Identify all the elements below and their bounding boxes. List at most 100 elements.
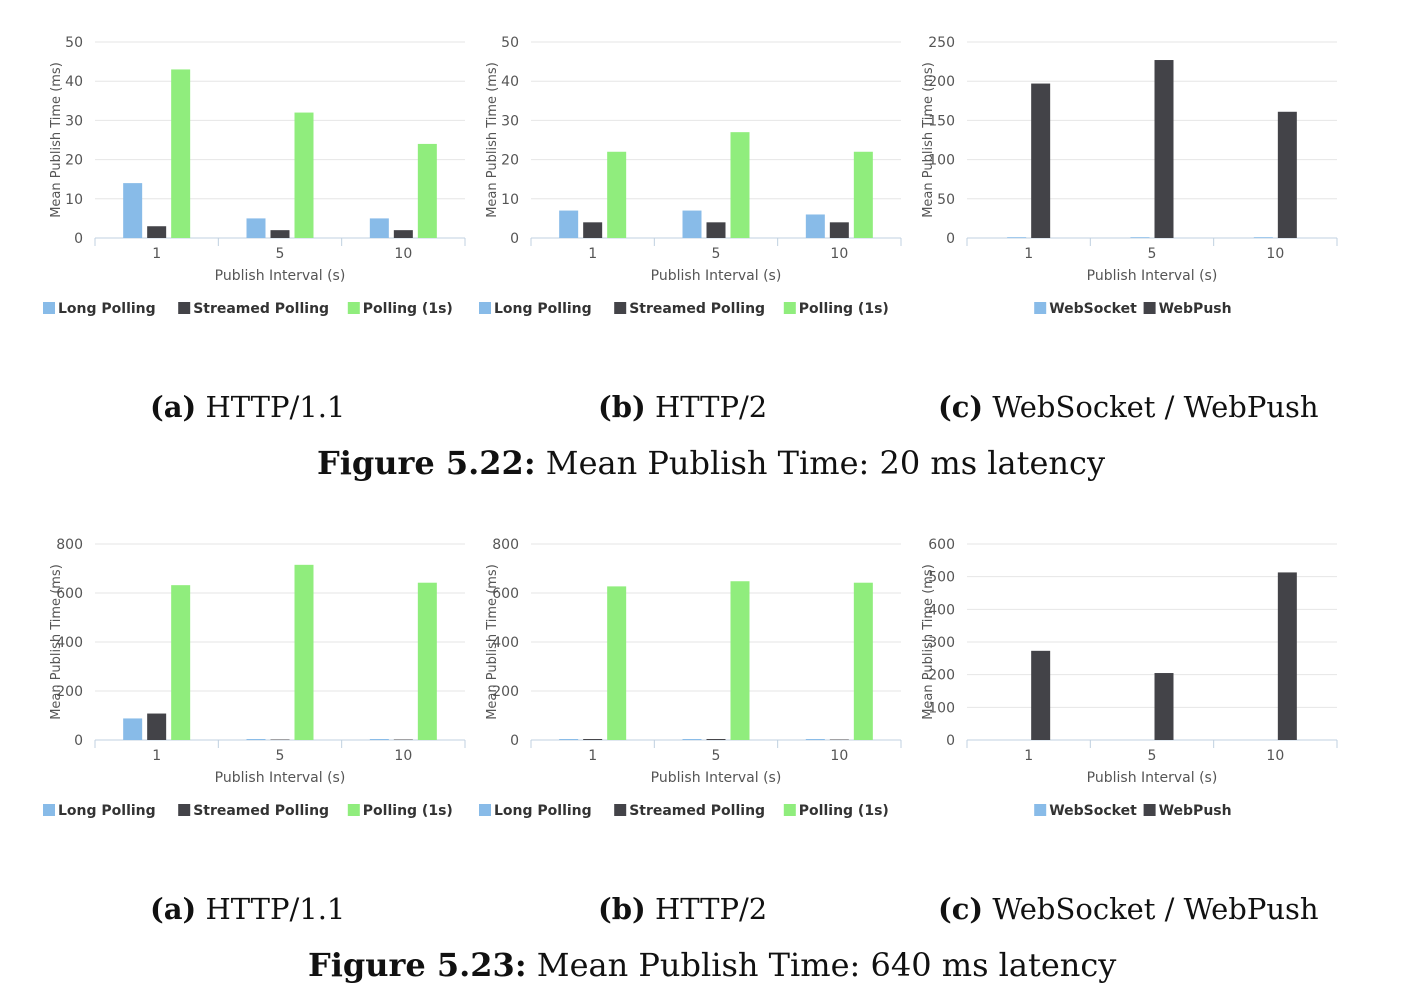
chart-640ms-websocket-webpush: 0 100 200 300 400 500 600 Mean Publish Time (ms… (921, 537, 1338, 819)
legend-swatch (1034, 804, 1047, 816)
bar-long-polling (559, 739, 579, 740)
legend-item-webpush[interactable]: WebPush (1143, 301, 1232, 317)
legend-swatch (479, 804, 491, 816)
legend-swatch (43, 302, 55, 314)
bar-polling-1s (294, 564, 314, 740)
x-tick-label: 5 (712, 246, 721, 262)
bar-long-polling (682, 739, 702, 740)
bar-polling-1s (730, 132, 750, 238)
y-tick-label: 30 (501, 113, 519, 129)
legend-label: Streamed Polling (629, 803, 765, 819)
subcaption-label: (a) (150, 390, 197, 424)
legend-swatch (1143, 804, 1156, 816)
legend-label: WebPush (1159, 803, 1232, 819)
y-tick-label: 0 (946, 231, 955, 247)
x-tick-label: 10 (1266, 246, 1284, 262)
bar-long-polling (246, 218, 266, 238)
y-tick-label: 500 (928, 570, 955, 586)
y-tick-label: 30 (65, 113, 83, 129)
legend-item-streamed-polling[interactable]: Streamed Polling (614, 301, 765, 317)
y-tick-label: 250 (928, 35, 955, 51)
bar-streamed-polling (706, 739, 726, 740)
subcaption-text: HTTP/2 (654, 892, 768, 926)
subcaption-text: HTTP/1.1 (205, 390, 346, 424)
bar-websocket (1253, 237, 1273, 238)
x-tick-label: 1 (152, 748, 161, 764)
legend-swatch (783, 804, 796, 816)
legend-item-long-polling[interactable]: Long Polling (479, 803, 592, 819)
legend-item-streamed-polling[interactable]: Streamed Polling (614, 803, 765, 819)
y-tick-label: 0 (74, 733, 83, 749)
x-tick-label: 1 (1024, 246, 1033, 262)
x-axis-label: Publish Interval (s) (651, 268, 782, 284)
bar-streamed-polling (829, 222, 849, 238)
figure-label: Figure 5.23: (308, 946, 527, 984)
legend-item-polling-1s[interactable]: Polling (1s) (783, 803, 889, 819)
legend-item-long-polling[interactable]: Long Polling (479, 301, 592, 317)
x-tick-label: 1 (588, 246, 597, 262)
y-tick-label: 600 (56, 586, 83, 602)
x-tick-label: 1 (152, 246, 161, 262)
y-tick-label: 600 (928, 537, 955, 553)
y-axis-label: Mean Publish Time (ms) (485, 62, 500, 218)
x-axis-label: Publish Interval (s) (215, 268, 346, 284)
legend-swatch (783, 302, 796, 314)
bar-long-polling (369, 218, 389, 238)
bar-long-polling (805, 214, 825, 238)
figure-caption-text: Mean Publish Time: 640 ms latency (536, 946, 1117, 984)
chart-20ms-websocket-webpush: 0 50 100 150 200 250 Mean Publish Time (ms) 1 5 1… (921, 35, 1338, 317)
y-tick-label: 0 (946, 733, 955, 749)
legend-label: Polling (1s) (799, 803, 889, 819)
y-axis-label: Mean Publish Time (ms) (485, 564, 500, 720)
subcaption-text: HTTP/2 (654, 390, 768, 424)
bar-streamed-polling (583, 739, 603, 740)
y-tick-label: 10 (65, 192, 83, 208)
y-axis-label: Mean Publish Time (ms) (921, 62, 936, 218)
y-tick-label: 600 (492, 586, 519, 602)
subcaption-a: (a) HTTP/1.1 (150, 892, 345, 926)
subcaption-text: WebSocket / WebPush (992, 892, 1319, 926)
y-tick-label: 20 (65, 153, 83, 169)
y-tick-label: 400 (56, 635, 83, 651)
figure-label: Figure 5.22: (317, 444, 536, 482)
bar-webpush (1031, 83, 1051, 238)
legend-item-streamed-polling[interactable]: Streamed Polling (178, 803, 329, 819)
bar-polling-1s (171, 69, 191, 238)
legend-item-polling-1s[interactable]: Polling (1s) (347, 301, 453, 317)
legend-label: Streamed Polling (629, 301, 765, 317)
y-tick-label: 800 (492, 537, 519, 553)
y-tick-label: 300 (928, 635, 955, 651)
y-tick-label: 100 (928, 700, 955, 716)
legend-item-polling-1s[interactable]: Polling (1s) (783, 301, 889, 317)
bar-polling-1s (171, 585, 191, 740)
legend-item-long-polling[interactable]: Long Polling (43, 301, 156, 317)
legend-item-webpush[interactable]: WebPush (1143, 803, 1232, 819)
legend-label: Long Polling (58, 301, 156, 317)
bar-streamed-polling (583, 222, 603, 238)
legend-label: Long Polling (494, 301, 592, 317)
legend-label: Streamed Polling (193, 803, 329, 819)
x-tick-label: 10 (830, 748, 848, 764)
x-tick-label: 1 (1024, 748, 1033, 764)
legend-item-polling-1s[interactable]: Polling (1s) (347, 803, 453, 819)
legend-item-websocket[interactable]: WebSocket (1034, 803, 1137, 819)
subcaption-b: (b) HTTP/2 (598, 892, 767, 926)
bar-long-polling (246, 739, 266, 740)
x-axis-label: Publish Interval (s) (215, 770, 346, 786)
y-tick-label: 50 (65, 35, 83, 51)
y-tick-label: 100 (928, 153, 955, 169)
bar-streamed-polling (393, 230, 413, 238)
y-axis-label: Mean Publish Time (ms) (921, 564, 936, 720)
legend-item-websocket[interactable]: WebSocket (1034, 301, 1137, 317)
x-axis-label: Publish Interval (s) (1087, 770, 1218, 786)
y-tick-label: 150 (928, 113, 955, 129)
figure-caption: Figure 5.22: Mean Publish Time: 20 ms la… (317, 444, 1105, 482)
legend-item-long-polling[interactable]: Long Polling (43, 803, 156, 819)
bar-long-polling (682, 210, 702, 238)
legend-item-streamed-polling[interactable]: Streamed Polling (178, 301, 329, 317)
y-tick-label: 200 (928, 668, 955, 684)
legend-swatch (43, 804, 55, 816)
bar-polling-1s (294, 112, 314, 238)
